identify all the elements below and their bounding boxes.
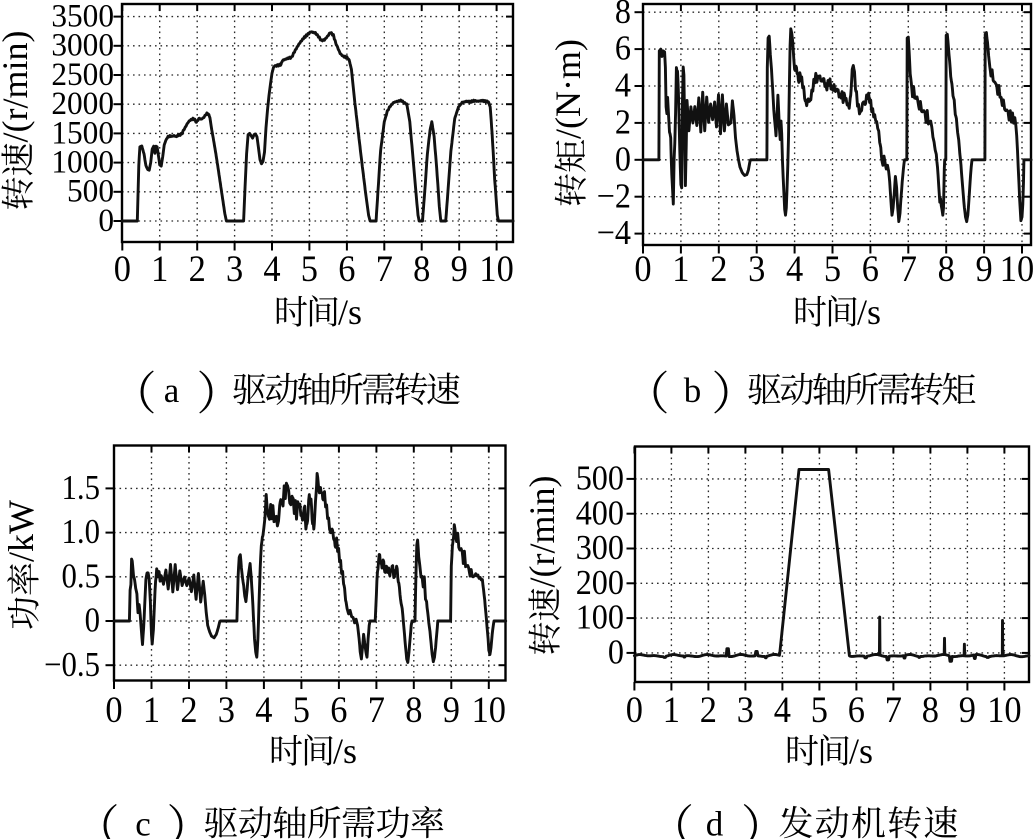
svg-text:−2: −2 xyxy=(597,177,631,216)
svg-text:6: 6 xyxy=(330,689,347,730)
svg-text:200: 200 xyxy=(576,564,624,603)
svg-text:2: 2 xyxy=(700,689,717,730)
svg-text:7: 7 xyxy=(368,689,385,730)
svg-text:1500: 1500 xyxy=(51,114,114,151)
svg-text:5: 5 xyxy=(811,689,828,730)
svg-text:9: 9 xyxy=(451,248,468,289)
svg-text:c: c xyxy=(135,805,151,839)
svg-text:3: 3 xyxy=(748,248,765,289)
svg-text:4: 4 xyxy=(263,248,280,289)
svg-text:−4: −4 xyxy=(597,214,631,253)
svg-text:6: 6 xyxy=(338,248,355,289)
svg-text:/s: /s xyxy=(849,731,873,771)
svg-text:0: 0 xyxy=(615,140,631,179)
svg-text:3: 3 xyxy=(737,689,754,730)
svg-text:9: 9 xyxy=(975,248,992,289)
svg-text:2000: 2000 xyxy=(51,84,114,121)
svg-text:8: 8 xyxy=(405,689,422,730)
svg-text:400: 400 xyxy=(576,494,624,533)
svg-text:0: 0 xyxy=(114,248,131,289)
svg-text:0: 0 xyxy=(626,689,643,730)
svg-text:/s: /s xyxy=(338,292,362,332)
svg-text:0: 0 xyxy=(608,633,624,672)
svg-text:/s: /s xyxy=(857,292,881,332)
svg-text:d: d xyxy=(706,805,724,839)
svg-text:0: 0 xyxy=(98,201,114,238)
svg-text:/(r/min): /(r/min) xyxy=(522,476,562,588)
svg-text:500: 500 xyxy=(576,459,624,498)
svg-text:/(N·m): /(N·m) xyxy=(548,39,588,139)
svg-text:100: 100 xyxy=(576,599,624,638)
svg-text:6: 6 xyxy=(862,248,879,289)
svg-text:2: 2 xyxy=(180,689,197,730)
svg-text:6: 6 xyxy=(848,689,865,730)
svg-text:2500: 2500 xyxy=(51,55,114,92)
svg-text:8: 8 xyxy=(413,248,430,289)
svg-text:/kW: /kW xyxy=(1,500,41,562)
svg-text:5: 5 xyxy=(301,248,318,289)
svg-text:1000: 1000 xyxy=(51,143,114,180)
svg-text:4: 4 xyxy=(774,689,791,730)
svg-text:1: 1 xyxy=(672,248,689,289)
svg-text:1: 1 xyxy=(143,689,160,730)
svg-text:b: b xyxy=(684,371,702,410)
svg-text:9: 9 xyxy=(959,689,976,730)
svg-text:7: 7 xyxy=(885,689,902,730)
svg-text:300: 300 xyxy=(576,529,624,568)
svg-text:9: 9 xyxy=(443,689,460,730)
svg-text:7: 7 xyxy=(900,248,917,289)
svg-text:0: 0 xyxy=(105,689,122,730)
svg-text:0: 0 xyxy=(85,602,100,640)
svg-text:1.5: 1.5 xyxy=(62,469,100,507)
svg-text:5: 5 xyxy=(293,689,310,730)
svg-text:4: 4 xyxy=(615,66,631,105)
svg-text:5: 5 xyxy=(824,248,841,289)
svg-text:0: 0 xyxy=(634,248,651,289)
svg-text:−0.5: −0.5 xyxy=(44,646,100,684)
svg-text:3000: 3000 xyxy=(51,26,114,63)
svg-text:/(r/min): /(r/min) xyxy=(0,31,35,143)
svg-text:8: 8 xyxy=(938,248,955,289)
svg-text:2: 2 xyxy=(189,248,206,289)
svg-text:/s: /s xyxy=(333,731,357,771)
svg-text:a: a xyxy=(164,371,180,410)
svg-text:6: 6 xyxy=(615,30,631,69)
svg-text:3: 3 xyxy=(226,248,243,289)
svg-text:8: 8 xyxy=(922,689,939,730)
svg-text:1.0: 1.0 xyxy=(62,513,100,551)
svg-text:500: 500 xyxy=(67,172,114,209)
svg-text:2: 2 xyxy=(615,103,631,142)
svg-text:10: 10 xyxy=(987,689,1021,730)
svg-text:10: 10 xyxy=(472,689,506,730)
svg-text:1: 1 xyxy=(663,689,680,730)
svg-text:2: 2 xyxy=(710,248,727,289)
svg-text:3500: 3500 xyxy=(51,0,114,34)
svg-text:4: 4 xyxy=(255,689,272,730)
svg-text:8: 8 xyxy=(615,0,631,31)
svg-text:4: 4 xyxy=(786,248,803,289)
svg-text:3: 3 xyxy=(218,689,235,730)
svg-text:7: 7 xyxy=(376,248,393,289)
svg-text:10: 10 xyxy=(1000,248,1034,289)
svg-text:10: 10 xyxy=(479,248,513,289)
svg-text:1: 1 xyxy=(151,248,168,289)
svg-text:0.5: 0.5 xyxy=(62,558,100,596)
